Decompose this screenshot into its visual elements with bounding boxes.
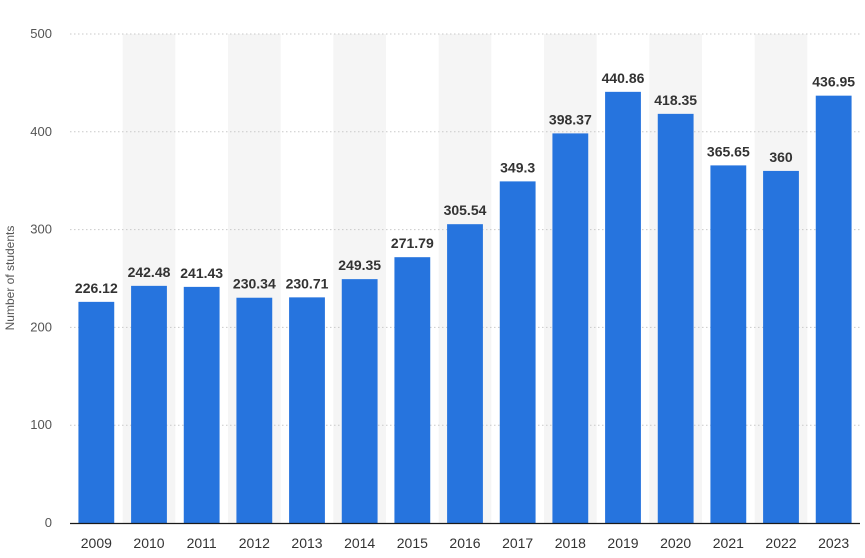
data-label-2021: 365.65 bbox=[707, 143, 750, 159]
x-tick-label: 2022 bbox=[765, 535, 796, 551]
data-label-2019: 440.86 bbox=[602, 70, 645, 86]
bar-2016 bbox=[447, 224, 483, 523]
bar-2010 bbox=[131, 285, 167, 523]
data-label-2011: 241.43 bbox=[180, 265, 223, 281]
x-tick-label: 2016 bbox=[449, 535, 480, 551]
bar-2011 bbox=[183, 286, 220, 523]
bars bbox=[78, 91, 852, 524]
bar-2015 bbox=[394, 257, 431, 523]
y-tick-label: 500 bbox=[30, 26, 52, 41]
data-label-2022: 360 bbox=[769, 149, 793, 165]
x-tick-label: 2011 bbox=[187, 535, 217, 551]
x-tick-label: 2017 bbox=[502, 535, 533, 551]
x-tick-label: 2015 bbox=[397, 535, 428, 551]
bar-2017 bbox=[499, 181, 536, 524]
x-tick-label: 2023 bbox=[818, 535, 849, 551]
y-tick-label: 400 bbox=[30, 124, 52, 139]
data-label-2014: 249.35 bbox=[338, 257, 381, 273]
data-label-2015: 271.79 bbox=[391, 235, 434, 251]
x-tick-label: 2018 bbox=[555, 535, 586, 551]
data-label-2012: 230.34 bbox=[233, 276, 276, 292]
bar-2019 bbox=[605, 91, 641, 523]
data-labels: 226.12 242.48 241.43 230.34 230.71 249.35 271.… bbox=[75, 70, 855, 296]
data-label-2018: 398.37 bbox=[549, 111, 592, 127]
x-tick-label: 2014 bbox=[344, 535, 375, 551]
bar-2013 bbox=[289, 297, 325, 523]
x-tick-label: 2020 bbox=[660, 535, 691, 551]
bar-2020 bbox=[657, 113, 694, 523]
bar-2022 bbox=[763, 170, 799, 524]
x-axis-ticks: 2009 2010 2011 2012 2013 2014 2015 2016 2017 2018… bbox=[81, 535, 850, 551]
y-tick-label: 0 bbox=[45, 515, 52, 530]
data-label-2017: 349.3 bbox=[500, 159, 535, 175]
bar-2023 bbox=[815, 95, 852, 523]
data-label-2009: 226.12 bbox=[75, 280, 118, 296]
bar-2021 bbox=[710, 165, 747, 524]
data-label-2023: 436.95 bbox=[812, 74, 855, 90]
data-label-2020: 418.35 bbox=[654, 92, 697, 108]
x-tick-label: 2021 bbox=[713, 535, 744, 551]
y-tick-label: 100 bbox=[30, 417, 52, 432]
bar-2009 bbox=[78, 301, 115, 523]
y-tick-label: 200 bbox=[30, 319, 52, 334]
data-label-2010: 242.48 bbox=[128, 264, 171, 280]
x-tick-label: 2019 bbox=[607, 535, 638, 551]
bar-2012 bbox=[236, 297, 273, 523]
data-label-2016: 305.54 bbox=[444, 202, 487, 218]
y-axis-ticks: 0 100 200 300 400 500 bbox=[30, 26, 52, 530]
y-tick-label: 300 bbox=[30, 222, 52, 237]
x-tick-label: 2010 bbox=[133, 535, 164, 551]
x-tick-label: 2009 bbox=[81, 535, 112, 551]
data-label-2013: 230.71 bbox=[286, 275, 329, 291]
bar-2018 bbox=[552, 133, 589, 523]
bar-2014 bbox=[341, 279, 378, 523]
y-axis-label: Number of students bbox=[3, 226, 17, 331]
x-tick-label: 2013 bbox=[291, 535, 322, 551]
x-tick-label: 2012 bbox=[239, 535, 270, 551]
